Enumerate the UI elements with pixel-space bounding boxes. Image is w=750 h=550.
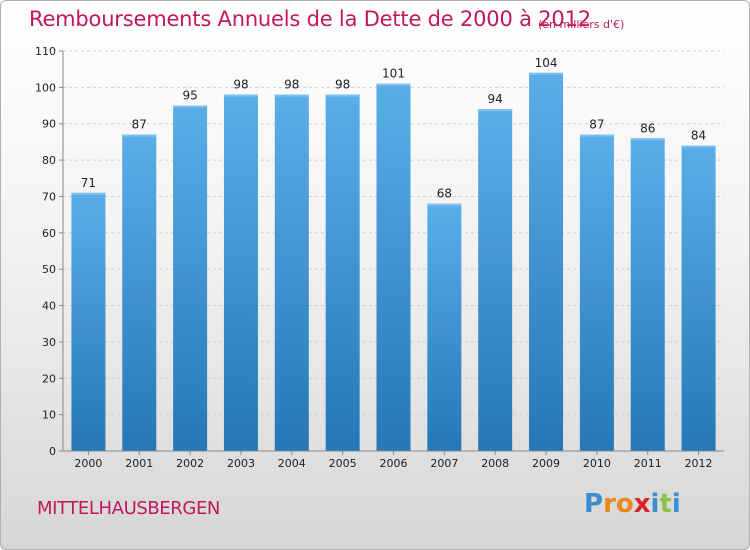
bar-2005	[325, 94, 360, 452]
bar-2006	[376, 83, 411, 452]
bar-top-edge	[71, 192, 106, 195]
x-tick-label: 2009	[532, 457, 560, 470]
data-label: 104	[535, 56, 558, 70]
y-tick-label: 90	[42, 118, 56, 131]
y-tick-label: 10	[42, 409, 56, 422]
bar-2004	[274, 94, 309, 452]
bar-top-edge	[579, 134, 614, 137]
bar-2010	[579, 134, 614, 452]
x-tick-label: 2007	[430, 457, 458, 470]
bar-top-edge	[173, 105, 208, 108]
x-tick-label: 2001	[125, 457, 153, 470]
y-tick-label: 40	[42, 300, 56, 313]
bar-top-edge	[376, 83, 411, 86]
y-tick-label: 30	[42, 336, 56, 349]
x-tick-label: 2011	[634, 457, 662, 470]
y-tick-label: 80	[42, 154, 56, 167]
bar-2003	[223, 94, 258, 452]
bar-top-edge	[529, 72, 564, 75]
bar-2012	[681, 145, 716, 451]
y-tick-label: 20	[42, 372, 56, 385]
bar-top-edge	[122, 134, 157, 137]
data-label: 68	[437, 187, 452, 201]
bar-top-edge	[274, 94, 309, 97]
proxiti-logo: Proxiti	[584, 489, 681, 519]
bar-2011	[630, 138, 665, 452]
x-tick-label: 2006	[380, 457, 408, 470]
bar-top-edge	[223, 94, 258, 97]
x-tick-label: 2003	[227, 457, 255, 470]
bar-2007	[427, 203, 462, 451]
logo-letter: r	[603, 489, 616, 519]
bar-top-edge	[681, 145, 716, 148]
x-tick-label: 2004	[278, 457, 306, 470]
chart-subtitle: (en milliers d'€)	[538, 18, 625, 31]
data-label: 95	[182, 89, 197, 103]
data-label: 87	[589, 118, 604, 132]
bar-2000	[71, 192, 106, 451]
y-tick-label: 70	[42, 190, 56, 203]
logo-letter: t	[659, 489, 672, 519]
x-tick-label: 2010	[583, 457, 611, 470]
bar-top-edge	[325, 94, 360, 97]
bar-top-edge	[630, 138, 665, 141]
data-label: 98	[284, 78, 299, 92]
logo-letter: x	[633, 489, 651, 519]
x-tick-label: 2008	[481, 457, 509, 470]
y-tick-label: 100	[35, 81, 56, 94]
data-label: 98	[335, 78, 350, 92]
bar-top-edge	[427, 203, 462, 206]
data-label: 101	[382, 67, 405, 81]
x-tick-label: 2012	[685, 457, 713, 470]
bars	[71, 72, 716, 452]
labels: 0 10 20 30 40 50 60 70 80 90 100 110 71 2000 87 2001 95 2…	[35, 45, 713, 470]
data-label: 87	[132, 118, 147, 132]
data-label: 98	[233, 78, 248, 92]
data-label: 94	[488, 92, 503, 106]
bar-2002	[173, 105, 208, 451]
data-label: 86	[640, 121, 655, 135]
logo-letter: i	[650, 489, 660, 519]
chart-title: Remboursements Annuels de la Dette de 20…	[29, 7, 591, 31]
logo-letter: P	[584, 489, 604, 519]
data-label: 84	[691, 129, 706, 143]
bar-2001	[122, 134, 157, 452]
bar-2009	[529, 72, 564, 452]
logo-letter: i	[671, 489, 681, 519]
logo-letter: o	[615, 489, 634, 519]
x-tick-label: 2005	[329, 457, 357, 470]
bar-2008	[478, 109, 513, 451]
commune-name: MITTELHAUSBERGEN	[37, 498, 220, 519]
x-tick-label: 2000	[74, 457, 102, 470]
data-label: 71	[81, 176, 96, 190]
x-tick-label: 2002	[176, 457, 204, 470]
y-tick-label: 110	[35, 45, 56, 58]
axes	[59, 50, 724, 455]
y-tick-label: 50	[42, 263, 56, 276]
y-tick-label: 60	[42, 227, 56, 240]
bar-top-edge	[478, 109, 513, 112]
y-tick-label: 0	[49, 445, 56, 458]
